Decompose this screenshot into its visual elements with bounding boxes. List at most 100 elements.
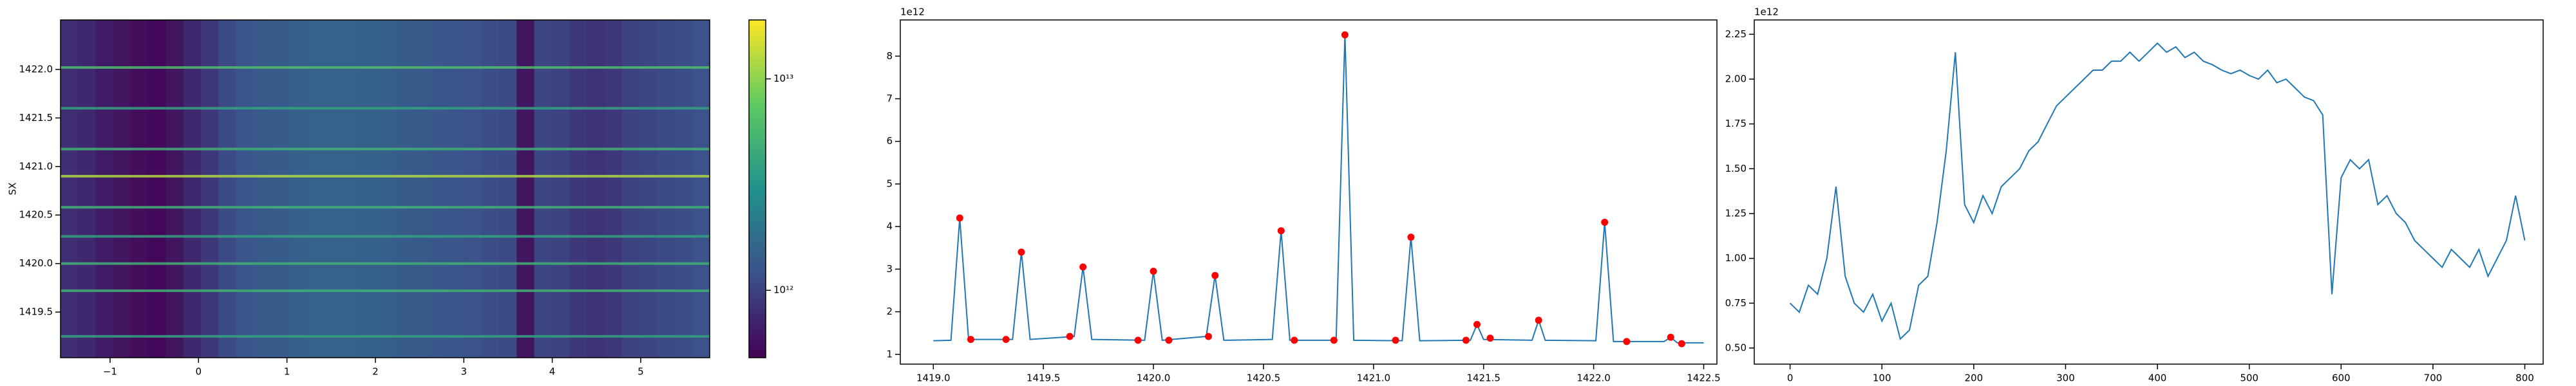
y-tick-label: 0.50 (1725, 342, 1747, 353)
heatmap-row (61, 147, 710, 151)
peak-marker (1277, 227, 1285, 235)
x-tick-label: 0 (195, 366, 202, 378)
peak-marker (967, 336, 974, 344)
heatmap-row (61, 235, 710, 238)
peak-marker (1134, 336, 1142, 344)
heatmap-column (270, 20, 289, 358)
heatmap-column (692, 20, 710, 358)
peak-marker (1165, 336, 1173, 344)
y-tick-label: 1421.5 (19, 112, 53, 124)
y-tick-label: 7 (886, 93, 893, 104)
x-tick-label: 1 (284, 366, 290, 378)
heatmap-column (657, 20, 676, 358)
heatmap-column (516, 20, 535, 358)
x-tick-label: −1 (103, 366, 117, 378)
peak-marker (1150, 268, 1157, 275)
axes-frame (60, 19, 710, 358)
peak-marker (1204, 333, 1212, 340)
peak-marker (1486, 335, 1494, 342)
peak-marker (1392, 336, 1399, 344)
heatmap-column (306, 20, 325, 358)
axes-frame (900, 19, 1718, 365)
x-tick-label: 2 (372, 366, 379, 378)
heatmap-column (113, 20, 131, 358)
heatmap-column (166, 20, 184, 358)
heatmap-column (236, 20, 254, 358)
colorbar (748, 19, 766, 358)
heatmap-column (376, 20, 395, 358)
peak-marker (1211, 271, 1219, 279)
x-tick-label: 1420.0 (1137, 372, 1171, 384)
x-tick-label: 1422.0 (1577, 372, 1611, 384)
heatmap-column (341, 20, 359, 358)
y-tick-label: 0.75 (1725, 297, 1747, 309)
peak-marker (1462, 336, 1470, 344)
x-tick-label: 400 (2148, 372, 2167, 384)
x-tick-label: 1419.5 (1027, 372, 1061, 384)
y-tick-label: 1.25 (1725, 207, 1747, 219)
y-tick-label: 1422.0 (19, 63, 53, 75)
y-tick-label: 1.00 (1725, 252, 1747, 264)
peak-marker (1330, 336, 1338, 344)
y-tick-label: 1421.0 (19, 160, 53, 172)
heatmap-column (551, 20, 570, 358)
line (933, 35, 1704, 344)
y-tick-label: 1420.0 (19, 257, 53, 269)
x-tick-label: 1419.0 (916, 372, 951, 384)
heatmap-column (534, 20, 553, 358)
x-tick-label: 300 (2056, 372, 2075, 384)
heatmap-column (674, 20, 693, 358)
x-tick-label: 1422.5 (1687, 372, 1721, 384)
y-tick-label: 1.75 (1725, 118, 1747, 129)
x-tick-label: 1420.5 (1247, 372, 1281, 384)
x-tick-label: 1421.0 (1357, 372, 1391, 384)
heatmap-column (411, 20, 430, 358)
x-tick-label: 200 (1965, 372, 1984, 384)
heatmap-column (446, 20, 465, 358)
heatmap-column (323, 20, 342, 358)
heatmap-column (78, 20, 96, 358)
heatmap-row (61, 107, 710, 110)
x-tick-label: 5 (638, 366, 644, 378)
heatmap-row (61, 206, 710, 209)
peak-marker (1407, 234, 1415, 241)
peak-marker (1473, 320, 1481, 328)
y-tick-label: 1.50 (1725, 163, 1747, 174)
y-tick-label: 3 (886, 263, 893, 275)
colorbar-tick-label: 10¹² (773, 284, 793, 296)
peak-marker (1291, 336, 1298, 344)
heatmap-column (183, 20, 202, 358)
x-tick-label: 3 (460, 366, 467, 378)
peak-marker (1079, 263, 1087, 271)
axes-frame (1754, 19, 2544, 365)
y-axis-label: SX (7, 183, 19, 196)
heatmap-row (61, 335, 710, 338)
x-tick-label: 0 (1787, 372, 1794, 384)
peak-marker (1002, 336, 1010, 344)
heatmap-column (148, 20, 166, 358)
heatmap-column (464, 20, 482, 358)
y-tick-label: 2 (886, 306, 893, 317)
peak-marker (1678, 340, 1685, 347)
peak-marker (1018, 248, 1025, 256)
x-tick-label: 700 (2424, 372, 2443, 384)
peak-marker (1535, 317, 1542, 324)
y-tick-label: 2.25 (1725, 28, 1747, 40)
x-tick-label: 500 (2240, 372, 2259, 384)
y-tick-label: 5 (886, 178, 893, 189)
heatmap-column (499, 20, 517, 358)
heatmap-column (481, 20, 500, 358)
x-tick-label: 1421.5 (1466, 372, 1501, 384)
heatmap-column (639, 20, 658, 358)
heatmap-column (393, 20, 412, 358)
heatmap-column (587, 20, 605, 358)
heatmap-row (61, 66, 710, 69)
heatmap-row (61, 262, 710, 265)
heatmap-column (621, 20, 640, 358)
y-tick-label: 8 (886, 50, 893, 62)
y-tick-label: 1 (886, 348, 893, 360)
peak-marker (1667, 333, 1674, 341)
peak-marker (956, 214, 963, 222)
heatmap-column (218, 20, 236, 358)
